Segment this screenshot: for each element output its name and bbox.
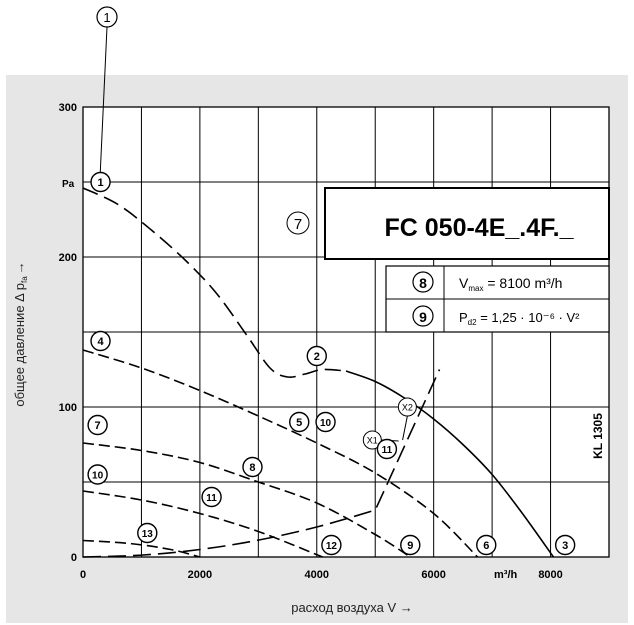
info-marker-9: 9 xyxy=(419,309,427,325)
curve-marker xyxy=(90,330,111,352)
curve-marker-label: 13 xyxy=(142,529,154,540)
y-tick-label: 100 xyxy=(59,402,77,414)
vmax-value: = 8100 m³/h xyxy=(483,275,562,291)
x-tick-label: 2000 xyxy=(188,569,212,581)
y-axis-label-sub: fa xyxy=(20,276,29,283)
curve-marker-label: 11 xyxy=(206,493,217,504)
tick-labels: 0 2000 4000 6000 8000 0 100 200 300 xyxy=(59,102,563,581)
pd2-sub: d2 xyxy=(468,318,477,327)
info-marker-8: 8 xyxy=(419,275,427,291)
series-1-line xyxy=(82,187,347,379)
curve-marker xyxy=(87,464,108,485)
curve-marker-label: 9 xyxy=(407,540,413,552)
x-tick-label: 0 xyxy=(80,569,86,581)
curves xyxy=(82,187,555,558)
curve-marker xyxy=(476,534,497,556)
series-3-line xyxy=(82,349,479,558)
y-axis-label: общее давление Δ pfa → xyxy=(12,261,29,406)
curve-marker-label: 3 xyxy=(562,540,568,552)
series-5-line xyxy=(82,490,323,558)
y-unit-label: Pa xyxy=(62,179,75,190)
y-axis-label-group: общее давление Δ pfa → xyxy=(12,261,29,406)
curve-marker-label: 4 xyxy=(97,336,104,348)
title-text: FC 050-4E_.4F._ xyxy=(385,214,575,242)
title-marker: 7 xyxy=(294,216,302,233)
curve-marker-label: 12 xyxy=(326,541,338,552)
curve-marker xyxy=(554,534,576,556)
operating-points: X1 X2 xyxy=(362,397,417,450)
pd2-symbol: P xyxy=(459,310,468,325)
curve-marker xyxy=(87,414,108,436)
curve-marker xyxy=(201,486,222,508)
series-4-line xyxy=(82,442,411,558)
vmax-sub: max xyxy=(468,284,483,293)
x-unit-label: m³/h xyxy=(494,569,518,581)
vmax-text: Vmax = 8100 m³/h xyxy=(459,275,562,293)
top-marker: 1 xyxy=(96,6,118,28)
operating-point-marker xyxy=(397,397,417,417)
series-2-line xyxy=(345,370,555,558)
y-axis-label-main: общее давление Δ p xyxy=(12,283,27,407)
curve-marker xyxy=(321,534,342,556)
operating-point-leader xyxy=(402,415,408,441)
curve-marker-label: 2 xyxy=(314,351,320,363)
title-box: FC 050-4E_.4F._ 7 xyxy=(286,187,610,260)
curve-marker-label: 11 xyxy=(382,445,393,456)
operating-point-label: X2 xyxy=(402,403,413,413)
operating-point-marker xyxy=(362,430,382,450)
top-marker-label: 1 xyxy=(103,10,110,25)
curve-marker xyxy=(242,456,263,478)
y-tick-label: 0 xyxy=(71,552,77,564)
curve-marker xyxy=(289,411,310,433)
curve-marker xyxy=(306,345,327,367)
series-6-line xyxy=(82,539,201,558)
pd2-text: Pd2 = 1,25 · 10⁻⁶ · V² xyxy=(459,310,580,327)
curve-marker xyxy=(400,534,421,556)
x-tick-label: 6000 xyxy=(421,569,445,581)
x-tick-label: 8000 xyxy=(538,569,562,581)
x-tick-label: 4000 xyxy=(305,569,329,581)
curve-marker-label: 6 xyxy=(483,540,489,552)
y-tick-label: 300 xyxy=(59,102,77,114)
curve-marker-label: 10 xyxy=(320,418,332,429)
series-7-line xyxy=(82,369,441,558)
vmax-symbol: V xyxy=(459,275,469,291)
y-tick-label: 200 xyxy=(59,252,77,264)
curve-marker xyxy=(315,411,336,433)
x-axis-label: расход воздуха V → xyxy=(291,600,413,615)
curve-marker-label: 8 xyxy=(249,462,255,474)
curve-marker xyxy=(137,522,158,544)
curve-marker-label: 1 xyxy=(97,177,103,189)
y-axis-label-arrow: → xyxy=(12,261,27,274)
pd2-formula: = 1,25 · 10⁻⁶ · V² xyxy=(477,310,581,325)
side-label: KL 1305 xyxy=(591,413,605,459)
curve-marker xyxy=(376,438,398,460)
curve-marker-label: 5 xyxy=(296,417,302,429)
curve-marker xyxy=(90,171,111,193)
top-marker-leader xyxy=(99,26,108,179)
curve-marker-label: 7 xyxy=(95,420,101,432)
curve-marker-label: 10 xyxy=(92,471,104,482)
operating-point-label: X1 xyxy=(367,436,378,446)
info-box: 8 9 Vmax = 8100 m³/h Pd2 = 1,25 · 10⁻⁶ ·… xyxy=(385,265,610,333)
